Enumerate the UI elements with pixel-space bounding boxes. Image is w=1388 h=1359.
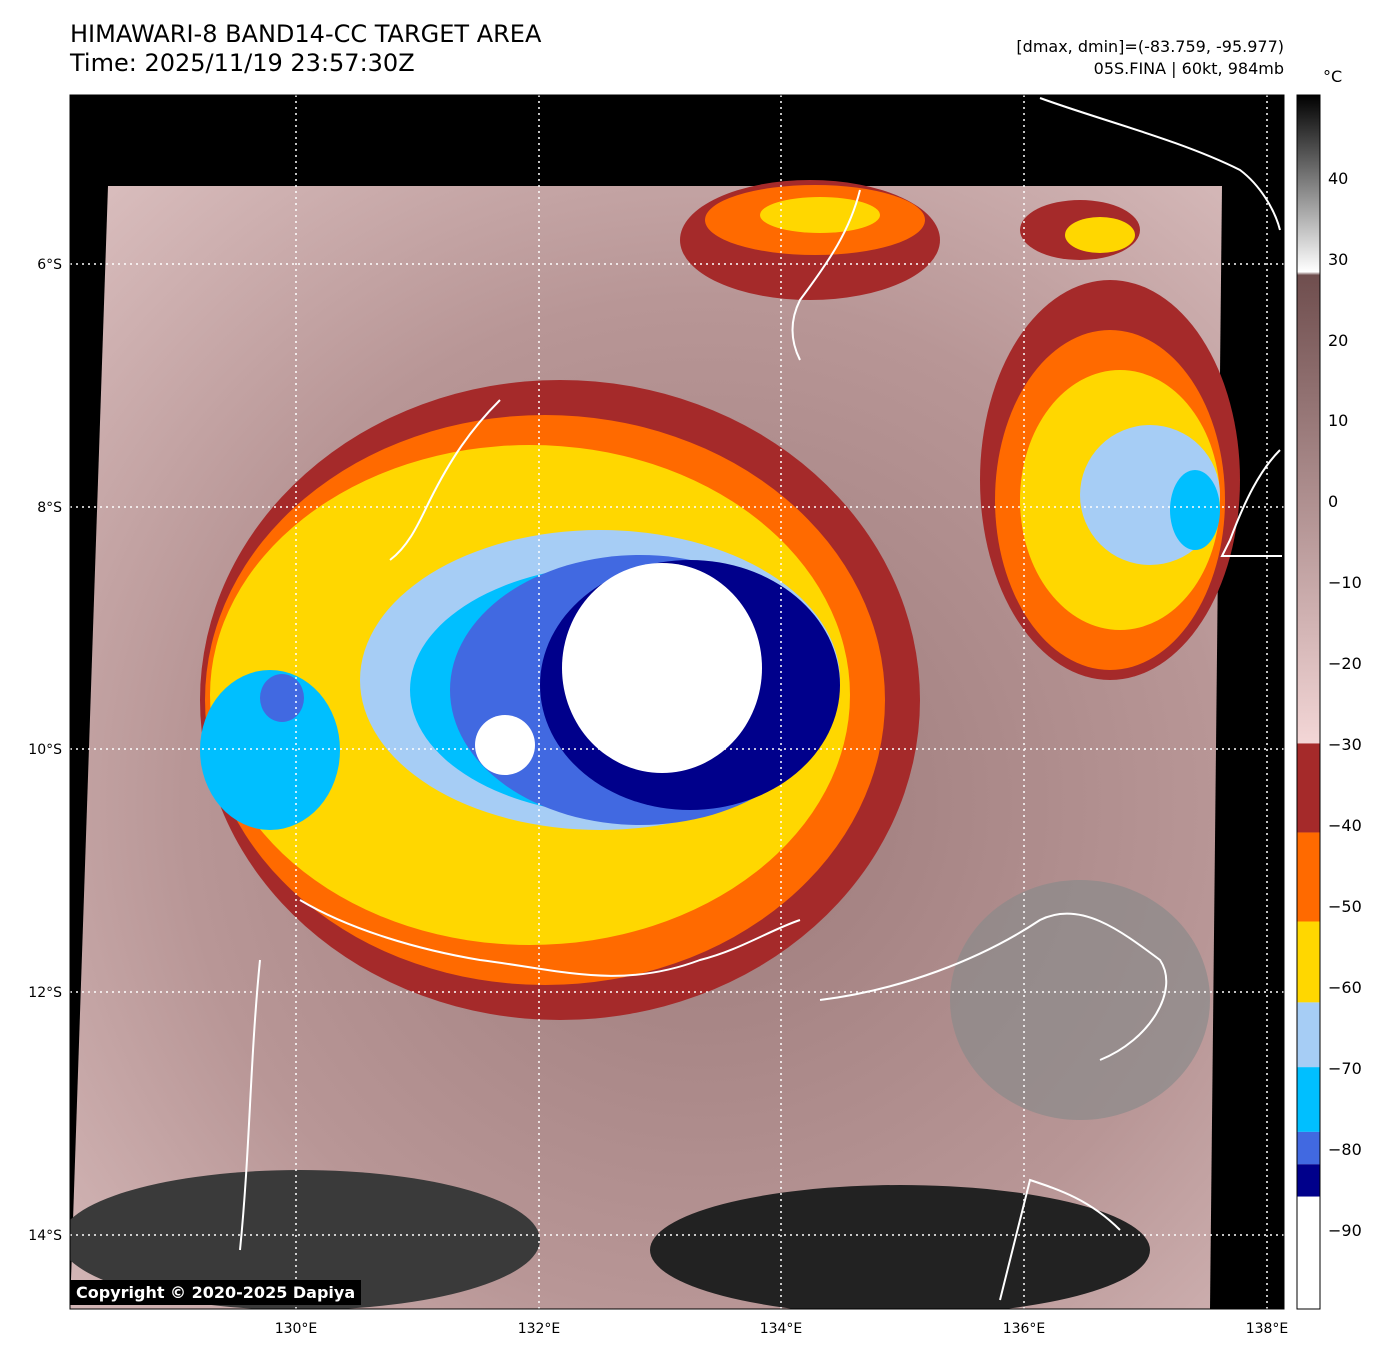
colorbar-label: 0 [1328,492,1338,511]
colorbar-label: −60 [1328,978,1362,997]
colorbar-labels: 40 30 20 10 0 −10 −20 −30 −40 −50 −60 −7… [1328,169,1362,1240]
cold-cell-west [475,715,535,775]
colorbar-band [1297,1002,1320,1068]
colorbar-band [1297,1131,1320,1165]
colorbar-border [1296,94,1321,1310]
colorbar-band [1297,1164,1320,1197]
colorbar-label: 40 [1328,169,1348,188]
lon-tick: 138°E [1246,1321,1289,1337]
colorbar-label: 30 [1328,250,1348,269]
colorbar-label: −10 [1328,573,1362,592]
colorbar-band [1297,743,1320,833]
title-line-1: HIMAWARI-8 BAND14-CC TARGET AREA [70,20,542,48]
storm-text: 05S.FINA | 60kt, 984mb [1093,59,1284,78]
map-border [69,94,1285,1310]
colorbar: 40 30 20 10 0 −10 −20 −30 −40 −50 −60 −7… [1296,94,1362,1310]
colorbar-label: −70 [1328,1059,1362,1078]
lon-tick-labels: 130°E 132°E 134°E 136°E 138°E [275,1321,1289,1337]
lat-tick: 10°S [28,742,62,758]
colorbar-label: 20 [1328,331,1348,350]
lat-tick: 14°S [28,1228,62,1244]
title-line-2: Time: 2025/11/19 23:57:30Z [70,49,415,77]
warm-surface-south [70,880,1210,1309]
colorbar-band [1297,832,1320,922]
storm-cloud-bands [200,380,920,1020]
colorbar-label: −80 [1328,1140,1362,1159]
range-text: [dmax, dmin]=(-83.759, -95.977) [1016,37,1284,56]
colorbar-bands [1297,743,1320,1309]
lon-tick: 136°E [1003,1321,1046,1337]
cold-cell-far-west-core [260,674,304,722]
colorbar-warm-gradient [1297,95,1320,750]
colorbar-band [1297,1196,1320,1309]
east-convection [980,280,1240,680]
coldest-core [562,563,762,773]
lat-tick: 6°S [37,257,62,273]
colorbar-band [1297,921,1320,1003]
lat-tick: 12°S [28,985,62,1001]
coastlines [239,97,1282,1301]
storm-info: [dmax, dmin]=(-83.759, -95.977) 05S.FINA… [1016,36,1284,80]
colorbar-label: −20 [1328,654,1362,673]
lat-tick: 8°S [37,500,62,516]
colorbar-label: −40 [1328,816,1362,835]
copyright-label: Copyright © 2020-2025 Dapiya [70,1280,362,1305]
colorbar-label: 10 [1328,411,1348,430]
map-image [70,95,1284,1309]
north-convection [680,180,1140,300]
colorbar-band [1297,1067,1320,1132]
colorbar-label: −90 [1328,1221,1362,1240]
lon-tick: 132°E [518,1321,561,1337]
colorbar-unit: °C [1323,67,1343,86]
cold-cell-far-west [200,670,340,830]
lon-tick: 134°E [760,1321,803,1337]
colorbar-label: −30 [1328,735,1362,754]
lon-tick: 130°E [275,1321,318,1337]
lat-tick-labels: 6°S 8°S 10°S 12°S 14°S [28,257,62,1244]
graticule [70,95,1284,1309]
figure-title: HIMAWARI-8 BAND14-CC TARGET AREA Time: 2… [70,20,541,78]
colorbar-label: −50 [1328,897,1362,916]
